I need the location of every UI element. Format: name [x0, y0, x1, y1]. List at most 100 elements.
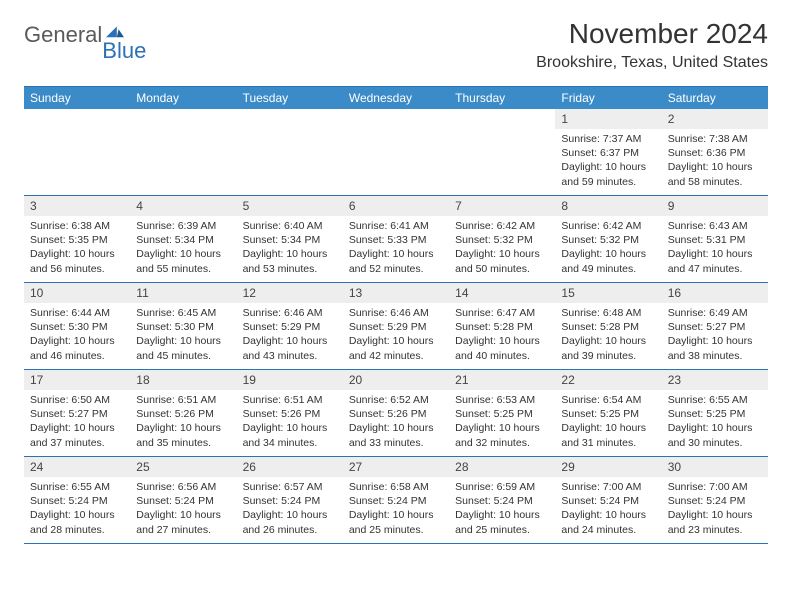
day-body: Sunrise: 6:57 AMSunset: 5:24 PMDaylight:…	[237, 477, 343, 543]
sunset-text: Sunset: 5:34 PM	[136, 233, 230, 247]
daylight-text: Daylight: 10 hours and 25 minutes.	[455, 508, 549, 536]
day-cell: 14Sunrise: 6:47 AMSunset: 5:28 PMDayligh…	[449, 283, 555, 369]
day-number: 7	[449, 196, 555, 216]
day-number	[449, 109, 555, 115]
daylight-text: Daylight: 10 hours and 42 minutes.	[349, 334, 443, 362]
day-cell: 27Sunrise: 6:58 AMSunset: 5:24 PMDayligh…	[343, 457, 449, 543]
sunset-text: Sunset: 5:29 PM	[349, 320, 443, 334]
logo: General Blue	[24, 18, 168, 48]
sunset-text: Sunset: 5:24 PM	[349, 494, 443, 508]
day-body: Sunrise: 7:38 AMSunset: 6:36 PMDaylight:…	[662, 129, 768, 195]
day-number: 9	[662, 196, 768, 216]
day-number: 10	[24, 283, 130, 303]
week-row: 10Sunrise: 6:44 AMSunset: 5:30 PMDayligh…	[24, 283, 768, 370]
day-cell: 20Sunrise: 6:52 AMSunset: 5:26 PMDayligh…	[343, 370, 449, 456]
day-number	[130, 109, 236, 115]
day-body: Sunrise: 7:00 AMSunset: 5:24 PMDaylight:…	[662, 477, 768, 543]
day-body: Sunrise: 6:51 AMSunset: 5:26 PMDaylight:…	[130, 390, 236, 456]
sunset-text: Sunset: 5:24 PM	[455, 494, 549, 508]
day-number	[237, 109, 343, 115]
sunset-text: Sunset: 5:27 PM	[668, 320, 762, 334]
sunrise-text: Sunrise: 6:46 AM	[349, 306, 443, 320]
location: Brookshire, Texas, United States	[536, 54, 768, 72]
day-cell: 4Sunrise: 6:39 AMSunset: 5:34 PMDaylight…	[130, 196, 236, 282]
sunset-text: Sunset: 5:24 PM	[30, 494, 124, 508]
day-number: 22	[555, 370, 661, 390]
daylight-text: Daylight: 10 hours and 39 minutes.	[561, 334, 655, 362]
day-cell: 1Sunrise: 7:37 AMSunset: 6:37 PMDaylight…	[555, 109, 661, 195]
sunset-text: Sunset: 5:32 PM	[455, 233, 549, 247]
sunrise-text: Sunrise: 6:59 AM	[455, 480, 549, 494]
day-cell: 10Sunrise: 6:44 AMSunset: 5:30 PMDayligh…	[24, 283, 130, 369]
week-row: 3Sunrise: 6:38 AMSunset: 5:35 PMDaylight…	[24, 196, 768, 283]
day-body: Sunrise: 6:42 AMSunset: 5:32 PMDaylight:…	[555, 216, 661, 282]
day-cell	[130, 109, 236, 195]
sunset-text: Sunset: 5:27 PM	[30, 407, 124, 421]
sunset-text: Sunset: 6:36 PM	[668, 146, 762, 160]
day-number: 25	[130, 457, 236, 477]
sunrise-text: Sunrise: 6:38 AM	[30, 219, 124, 233]
day-body: Sunrise: 6:44 AMSunset: 5:30 PMDaylight:…	[24, 303, 130, 369]
logo-word-1: General	[24, 22, 102, 48]
day-number: 12	[237, 283, 343, 303]
sunset-text: Sunset: 5:25 PM	[455, 407, 549, 421]
day-body: Sunrise: 7:37 AMSunset: 6:37 PMDaylight:…	[555, 129, 661, 195]
sunset-text: Sunset: 5:30 PM	[136, 320, 230, 334]
day-number: 8	[555, 196, 661, 216]
day-body: Sunrise: 6:42 AMSunset: 5:32 PMDaylight:…	[449, 216, 555, 282]
daylight-text: Daylight: 10 hours and 53 minutes.	[243, 247, 337, 275]
logo-mark-icon	[106, 24, 124, 38]
day-cell	[237, 109, 343, 195]
sunrise-text: Sunrise: 6:42 AM	[455, 219, 549, 233]
day-cell: 16Sunrise: 6:49 AMSunset: 5:27 PMDayligh…	[662, 283, 768, 369]
day-cell: 6Sunrise: 6:41 AMSunset: 5:33 PMDaylight…	[343, 196, 449, 282]
day-cell: 30Sunrise: 7:00 AMSunset: 5:24 PMDayligh…	[662, 457, 768, 543]
day-number: 1	[555, 109, 661, 129]
sunset-text: Sunset: 5:24 PM	[561, 494, 655, 508]
weekday-thu: Thursday	[449, 87, 555, 109]
daylight-text: Daylight: 10 hours and 31 minutes.	[561, 421, 655, 449]
daylight-text: Daylight: 10 hours and 34 minutes.	[243, 421, 337, 449]
day-cell: 19Sunrise: 6:51 AMSunset: 5:26 PMDayligh…	[237, 370, 343, 456]
day-number: 17	[24, 370, 130, 390]
sunrise-text: Sunrise: 6:47 AM	[455, 306, 549, 320]
day-cell: 26Sunrise: 6:57 AMSunset: 5:24 PMDayligh…	[237, 457, 343, 543]
weekday-fri: Friday	[555, 87, 661, 109]
daylight-text: Daylight: 10 hours and 46 minutes.	[30, 334, 124, 362]
week-row: 17Sunrise: 6:50 AMSunset: 5:27 PMDayligh…	[24, 370, 768, 457]
sunrise-text: Sunrise: 6:49 AM	[668, 306, 762, 320]
month-title: November 2024	[536, 18, 768, 50]
title-block: November 2024 Brookshire, Texas, United …	[536, 18, 768, 72]
daylight-text: Daylight: 10 hours and 52 minutes.	[349, 247, 443, 275]
daylight-text: Daylight: 10 hours and 33 minutes.	[349, 421, 443, 449]
sunrise-text: Sunrise: 6:45 AM	[136, 306, 230, 320]
day-number: 5	[237, 196, 343, 216]
day-cell	[343, 109, 449, 195]
day-body: Sunrise: 6:48 AMSunset: 5:28 PMDaylight:…	[555, 303, 661, 369]
sunset-text: Sunset: 5:24 PM	[668, 494, 762, 508]
day-cell: 25Sunrise: 6:56 AMSunset: 5:24 PMDayligh…	[130, 457, 236, 543]
day-body: Sunrise: 6:41 AMSunset: 5:33 PMDaylight:…	[343, 216, 449, 282]
sunset-text: Sunset: 5:35 PM	[30, 233, 124, 247]
sunset-text: Sunset: 5:26 PM	[243, 407, 337, 421]
sunset-text: Sunset: 5:25 PM	[561, 407, 655, 421]
sunrise-text: Sunrise: 6:46 AM	[243, 306, 337, 320]
sunrise-text: Sunrise: 6:41 AM	[349, 219, 443, 233]
sunset-text: Sunset: 5:32 PM	[561, 233, 655, 247]
sunrise-text: Sunrise: 7:00 AM	[561, 480, 655, 494]
day-cell: 12Sunrise: 6:46 AMSunset: 5:29 PMDayligh…	[237, 283, 343, 369]
sunrise-text: Sunrise: 6:51 AM	[243, 393, 337, 407]
sunrise-text: Sunrise: 6:55 AM	[668, 393, 762, 407]
daylight-text: Daylight: 10 hours and 55 minutes.	[136, 247, 230, 275]
daylight-text: Daylight: 10 hours and 40 minutes.	[455, 334, 549, 362]
sunrise-text: Sunrise: 6:53 AM	[455, 393, 549, 407]
sunrise-text: Sunrise: 6:54 AM	[561, 393, 655, 407]
day-body: Sunrise: 6:46 AMSunset: 5:29 PMDaylight:…	[343, 303, 449, 369]
sunrise-text: Sunrise: 6:40 AM	[243, 219, 337, 233]
daylight-text: Daylight: 10 hours and 26 minutes.	[243, 508, 337, 536]
sunrise-text: Sunrise: 7:00 AM	[668, 480, 762, 494]
day-number: 16	[662, 283, 768, 303]
day-body: Sunrise: 6:51 AMSunset: 5:26 PMDaylight:…	[237, 390, 343, 456]
day-cell: 15Sunrise: 6:48 AMSunset: 5:28 PMDayligh…	[555, 283, 661, 369]
day-number: 28	[449, 457, 555, 477]
